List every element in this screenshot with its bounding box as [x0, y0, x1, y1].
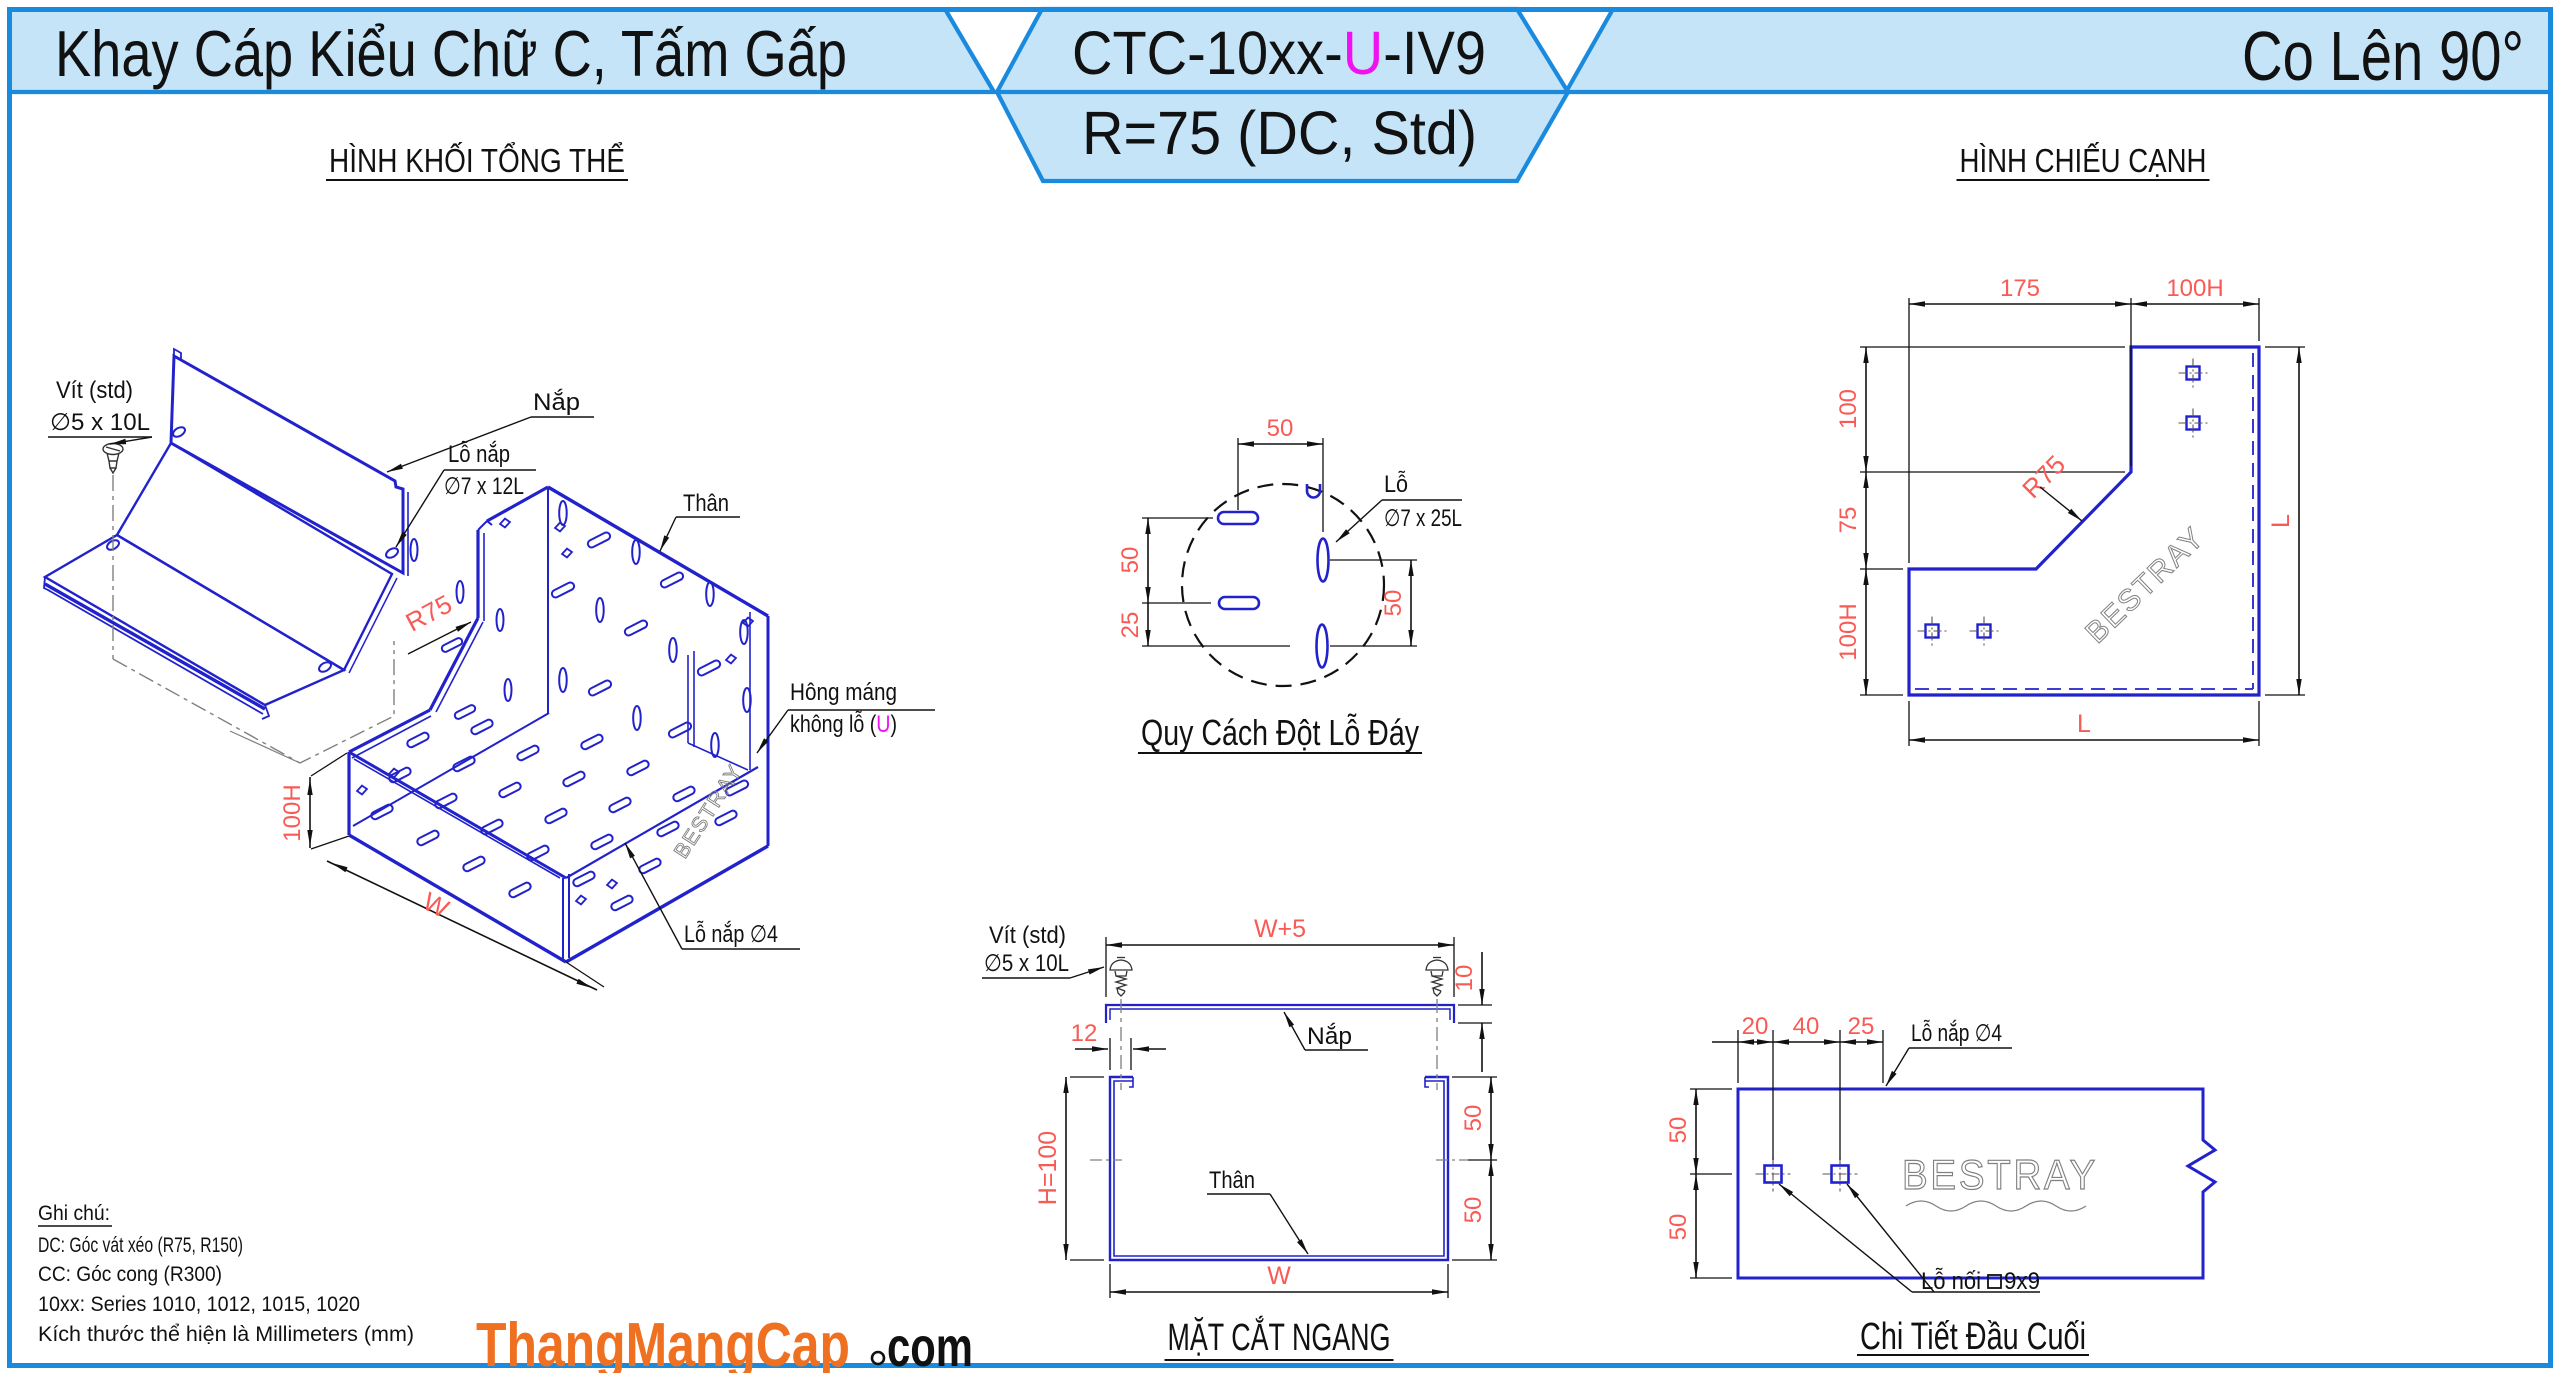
svg-text:R=75 (DC, Std): R=75 (DC, Std) [1082, 99, 1477, 167]
svg-text:50: 50 [1460, 1105, 1487, 1132]
svg-text:W: W [1267, 1262, 1291, 1290]
svg-text:100: 100 [1835, 389, 1862, 429]
svg-text:Lỗ nối: Lỗ nối [1921, 1268, 1981, 1295]
svg-text:40: 40 [1793, 1013, 1820, 1040]
svg-text:20: 20 [1742, 1013, 1769, 1040]
svg-text:HÌNH KHỐI TỔNG THỂ: HÌNH KHỐI TỔNG THỂ [329, 141, 625, 179]
svg-text:Lỗ nắp ∅4: Lỗ nắp ∅4 [684, 921, 778, 948]
svg-text:75: 75 [1835, 507, 1862, 534]
svg-text:MẶT CẮT NGANG: MẶT CẮT NGANG [1168, 1315, 1391, 1359]
svg-text:Thân: Thân [1209, 1167, 1255, 1194]
svg-text:Lỗ nắp: Lỗ nắp [448, 441, 510, 468]
svg-text:CTC-10xx-U-IV9: CTC-10xx-U-IV9 [1072, 19, 1486, 87]
svg-text:Kích thước thể hiện là Millime: Kích thước thể hiện là Millimeters (mm) [38, 1323, 414, 1346]
svg-text:50: 50 [1267, 415, 1294, 442]
svg-text:Lỗ nắp ∅4: Lỗ nắp ∅4 [1911, 1020, 2002, 1047]
svg-text:Ghi chú:: Ghi chú: [38, 1202, 110, 1225]
svg-text:10: 10 [1451, 965, 1478, 992]
svg-text:BESTRAY: BESTRAY [1902, 1151, 2098, 1198]
svg-text:Vít (std): Vít (std) [56, 377, 133, 404]
svg-text:Vít (std): Vít (std) [989, 922, 1066, 949]
svg-text:∅7 x 12L: ∅7 x 12L [444, 473, 524, 500]
svg-text:∅5 x 10L: ∅5 x 10L [984, 950, 1069, 977]
svg-text:12: 12 [1071, 1020, 1098, 1047]
svg-text:Hông máng: Hông máng [790, 679, 897, 706]
svg-text:50: 50 [1665, 1214, 1692, 1241]
svg-text:Nắp: Nắp [1307, 1023, 1352, 1050]
svg-text:CC: Góc cong (R300): CC: Góc cong (R300) [38, 1263, 222, 1286]
svg-text:com: com [887, 1315, 973, 1373]
svg-text:Thân: Thân [683, 490, 729, 517]
svg-text:100H: 100H [279, 784, 306, 841]
svg-text:9x9: 9x9 [2004, 1268, 2040, 1295]
svg-text:Nắp: Nắp [533, 389, 580, 416]
svg-text:Co Lên 90°: Co Lên 90° [2242, 17, 2524, 95]
svg-text:L: L [2267, 514, 2295, 528]
svg-text:25: 25 [1117, 612, 1144, 639]
svg-text:∅7 x 25L: ∅7 x 25L [1384, 505, 1462, 532]
svg-text:Chi Tiết Đầu Cuối: Chi Tiết Đầu Cuối [1860, 1316, 2086, 1358]
svg-text:50: 50 [1665, 1117, 1692, 1144]
svg-text:không lỗ (U): không lỗ (U) [790, 711, 897, 738]
svg-text:DC: Góc vát xéo (R75, R150): DC: Góc vát xéo (R75, R150) [38, 1234, 243, 1257]
svg-text:50: 50 [1460, 1197, 1487, 1224]
svg-text:Khay Cáp Kiểu Chữ C, Tấm Gấp: Khay Cáp Kiểu Chữ C, Tấm Gấp [55, 17, 847, 90]
svg-text:10xx: Series 1010, 1012, 1015,: 10xx: Series 1010, 1012, 1015, 1020 [38, 1293, 360, 1316]
svg-text:175: 175 [2000, 275, 2040, 302]
svg-text:H=100: H=100 [1034, 1131, 1062, 1205]
svg-text:L: L [2077, 710, 2091, 738]
svg-text:ThangMangCap: ThangMangCap [476, 1311, 850, 1373]
svg-text:Lỗ: Lỗ [1384, 471, 1408, 498]
svg-text:100H: 100H [2166, 275, 2223, 302]
svg-text:50: 50 [1117, 547, 1144, 574]
svg-text:50: 50 [1380, 590, 1407, 617]
svg-text:25: 25 [1848, 1013, 1875, 1040]
svg-text:∅5 x 10L: ∅5 x 10L [50, 409, 150, 436]
svg-text:Quy Cách Đột Lỗ Đáy: Quy Cách Đột Lỗ Đáy [1141, 712, 1419, 753]
svg-text:W+5: W+5 [1254, 915, 1306, 943]
svg-text:100H: 100H [1835, 603, 1862, 660]
svg-text:HÌNH CHIẾU CẠNH: HÌNH CHIẾU CẠNH [1960, 142, 2207, 179]
